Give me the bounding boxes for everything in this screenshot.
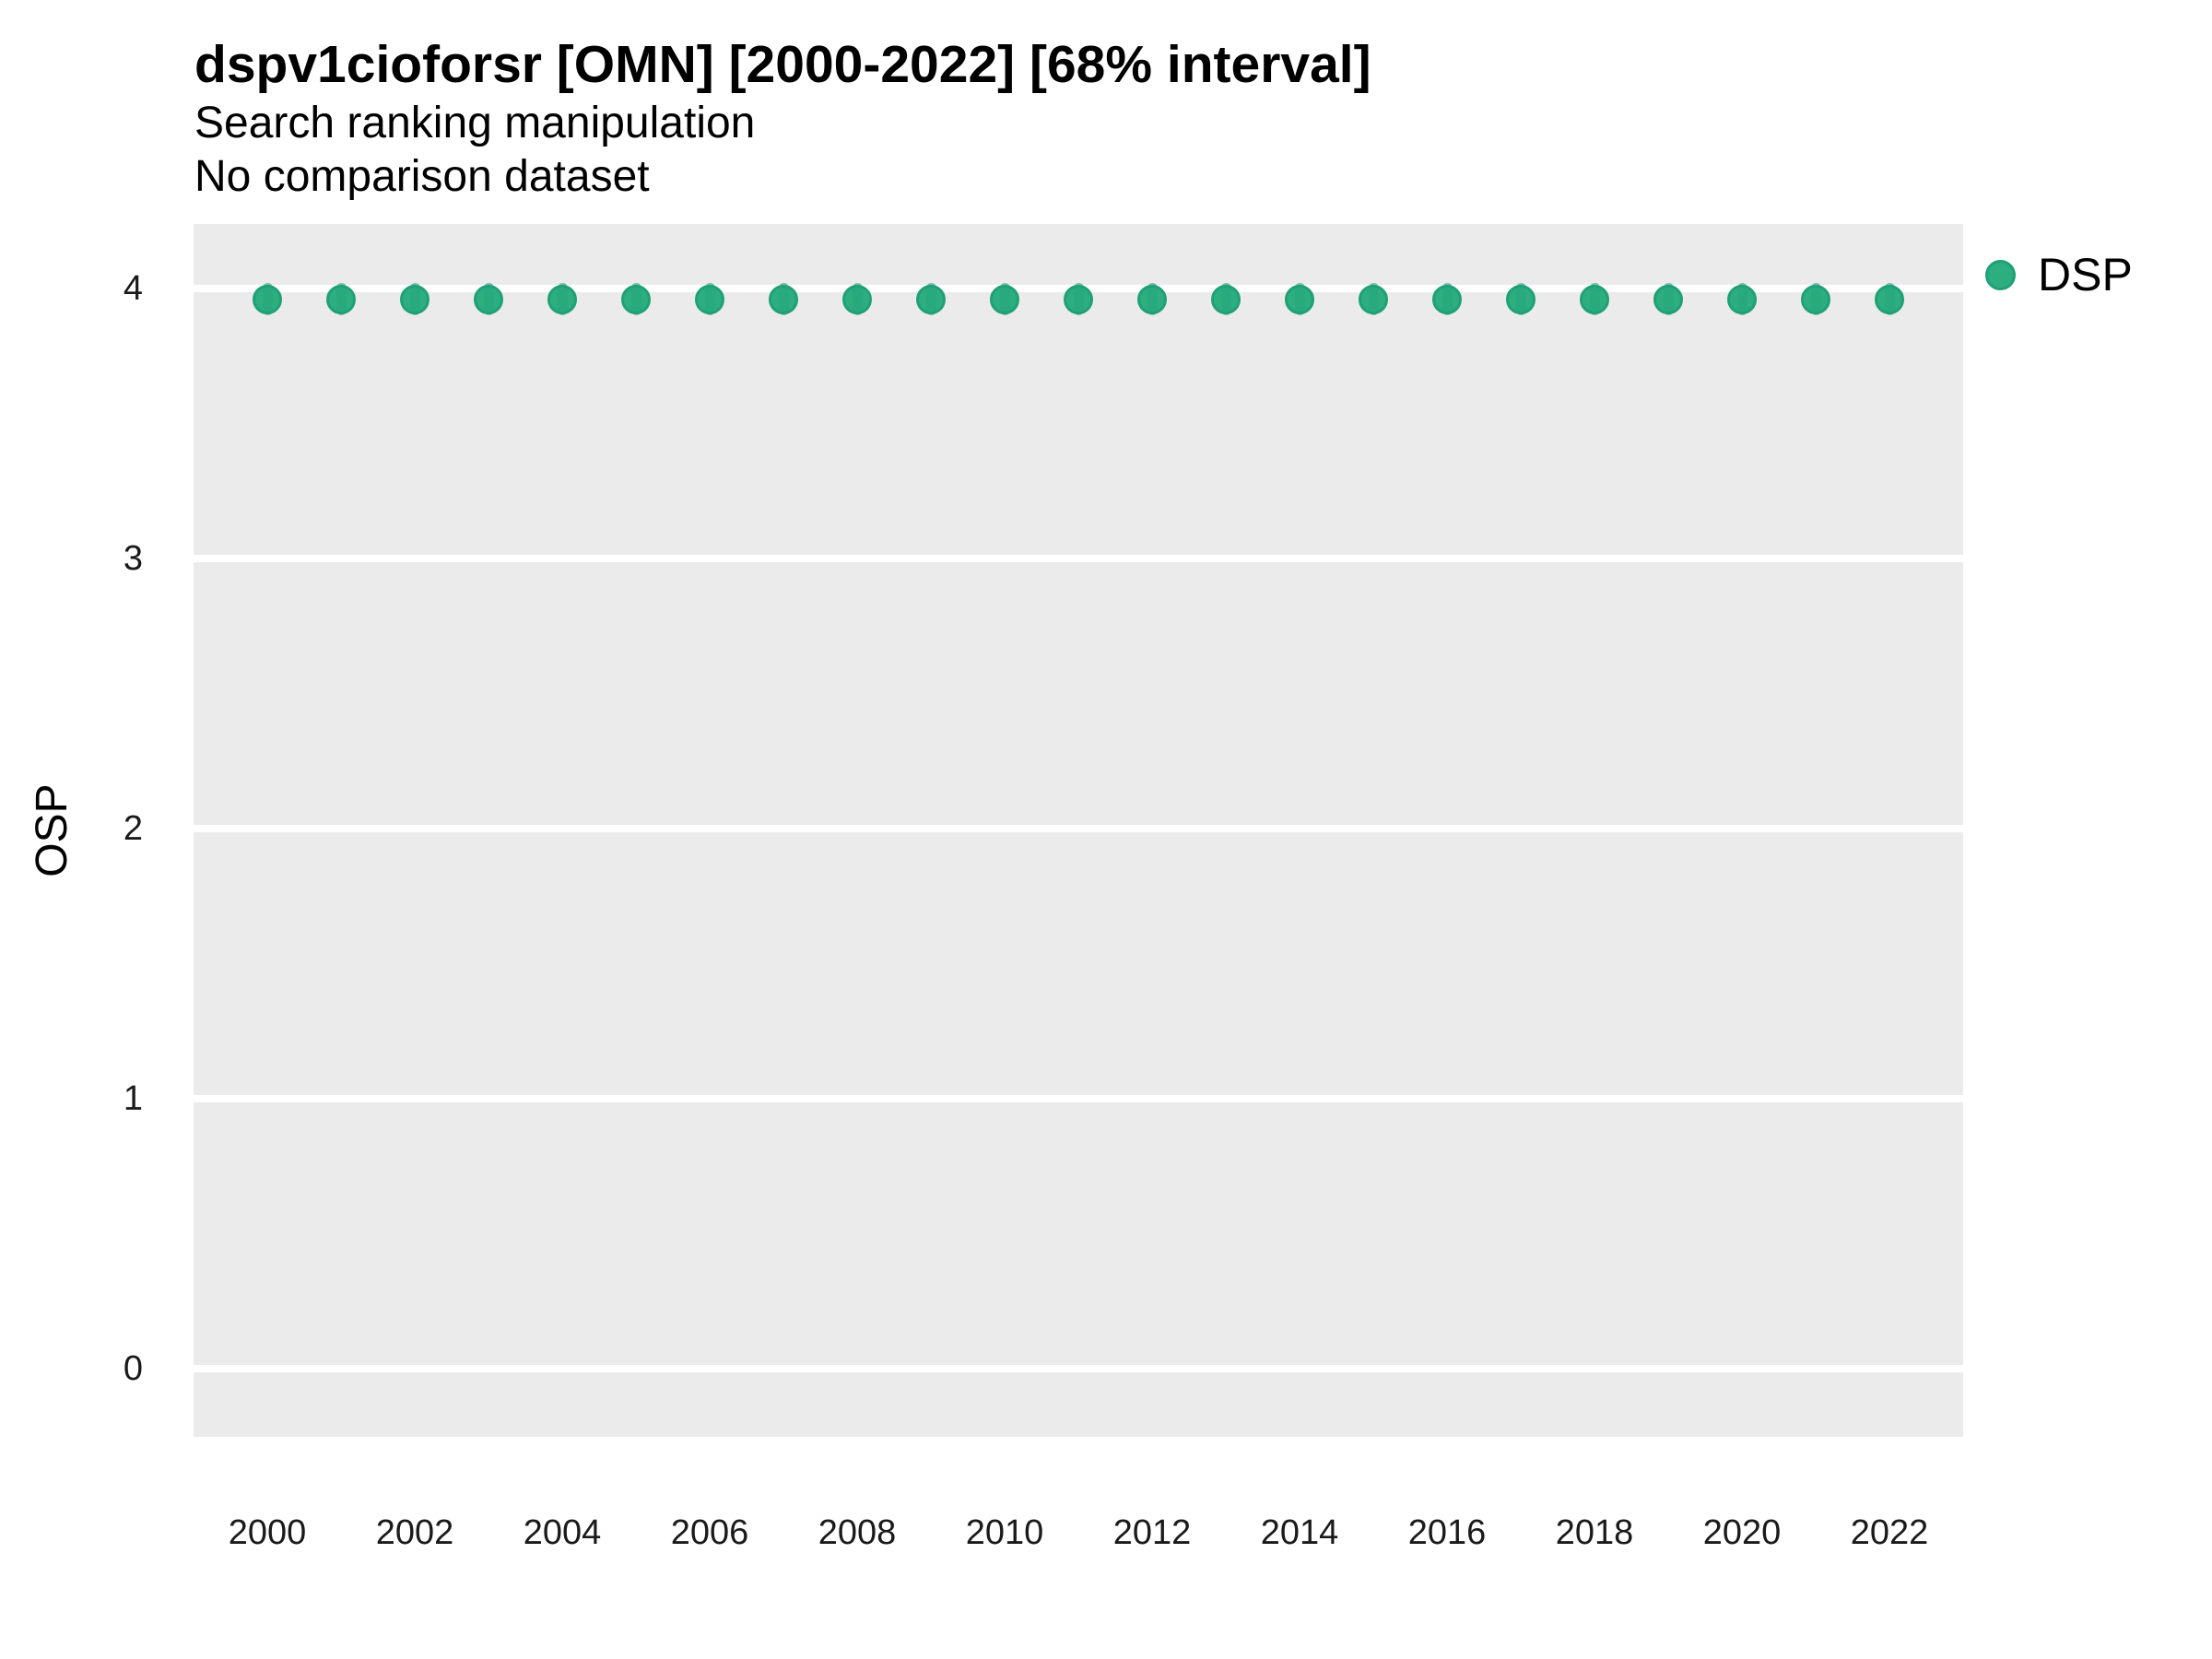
interval-68-bar-overlay [1073,283,1084,316]
interval-68-bar-overlay [409,283,420,316]
data-point [1580,284,1609,314]
interval-68-bar-overlay [852,283,863,316]
interval-68-bar-overlay [557,283,568,316]
interval-68-bar-overlay [1589,283,1600,316]
data-point [326,284,356,314]
data-point [1137,284,1167,314]
interval-68-bar-overlay [1368,283,1379,316]
interval-68-bar-overlay [1147,283,1158,316]
interval-68-bar-overlay [1884,283,1895,316]
data-point [253,284,282,314]
x-tick-label: 2008 [818,1513,897,1552]
data-point [1506,284,1535,314]
x-tick-label: 2016 [1407,1513,1487,1552]
legend-series-label: DSP [2038,249,2133,300]
x-tick-label: 2020 [1702,1513,1782,1552]
y-tick-label: 1 [123,1079,143,1118]
x-tick-label: 2012 [1112,1513,1192,1552]
x-tick-label: 2002 [375,1513,454,1552]
y-tick-label: 2 [123,809,143,848]
chart-subtitle: Search ranking manipulation [194,99,756,147]
data-point [621,284,651,314]
y-tick-label: 3 [123,539,143,578]
interval-68-bar-overlay [1441,283,1453,316]
interval-68-bar-overlay [704,283,715,316]
y-gridline [194,1365,1963,1372]
x-tick-label: 2006 [670,1513,749,1552]
legend-point-swatch-icon [1985,259,2016,290]
data-point [1727,284,1757,314]
data-point [990,284,1019,314]
data-point [1211,284,1241,314]
interval-68-bar-overlay [1220,283,1231,316]
data-point [1875,284,1904,314]
data-point [547,284,577,314]
y-tick-label: 4 [123,269,143,308]
interval-68-bar-overlay [335,283,347,316]
data-point [916,284,946,314]
data-point [1801,284,1830,314]
data-point [769,284,798,314]
y-gridline [194,1095,1963,1102]
interval-68-bar-overlay [999,283,1010,316]
data-point [1359,284,1388,314]
interval-68-bar-overlay [925,283,936,316]
legend: DSP [1985,245,2133,304]
y-tick-label: 0 [123,1349,143,1388]
x-tick-label: 2004 [523,1513,602,1552]
interval-68-bar-overlay [262,283,273,316]
y-gridline [194,555,1963,562]
y-gridline [194,825,1963,832]
interval-68-bar-overlay [1810,283,1821,316]
chart-note: No comparison dataset [194,152,650,201]
data-point [1653,284,1683,314]
x-tick-label: 2022 [1850,1513,1929,1552]
interval-68-bar-overlay [1294,283,1305,316]
x-tick-label: 2010 [965,1513,1044,1552]
data-point [1432,284,1462,314]
interval-68-bar-overlay [630,283,641,316]
interval-68-bar-overlay [483,283,494,316]
data-point [1285,284,1314,314]
plot-panel [194,224,1963,1437]
x-tick-label: 2000 [228,1513,307,1552]
data-point [842,284,872,314]
x-tick-label: 2014 [1260,1513,1339,1552]
x-tick-label: 2018 [1555,1513,1634,1552]
interval-68-bar-overlay [1515,283,1526,316]
data-point [474,284,503,314]
interval-68-bar-overlay [1663,283,1674,316]
interval-68-bar-overlay [778,283,789,316]
data-point [400,284,429,314]
data-point [695,284,724,314]
interval-68-bar-overlay [1736,283,1747,316]
chart-title: dspv1cioforsr [OMN] [2000-2022] [68% int… [194,35,1371,94]
data-point [1064,284,1093,314]
